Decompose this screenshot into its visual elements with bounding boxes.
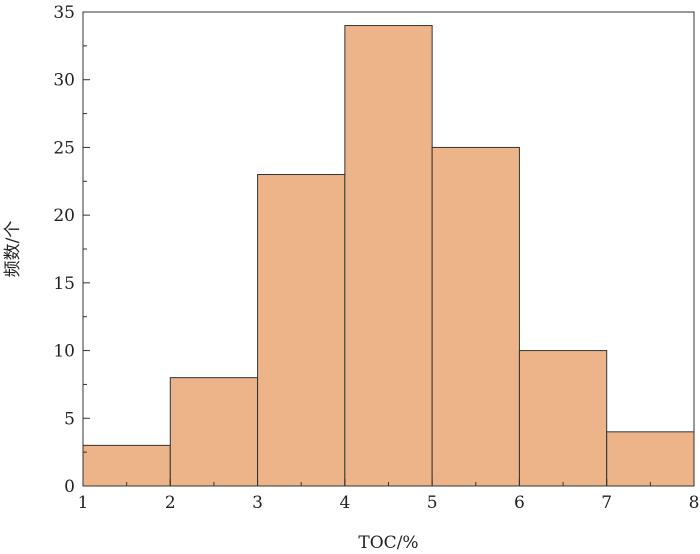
y-tick-label: 5 — [64, 409, 75, 429]
y-axis-label: 频数/个 — [3, 221, 23, 278]
y-tick-label: 20 — [53, 206, 75, 226]
x-tick-label: 8 — [689, 493, 700, 513]
x-tick-label: 4 — [339, 493, 350, 513]
histogram-bar — [257, 174, 346, 487]
y-tick-label: 35 — [53, 3, 75, 23]
x-axis-ticks: 1 2 3 4 5 6 7 8 — [78, 479, 700, 513]
histogram-bar — [431, 146, 520, 487]
histogram-bar — [82, 444, 171, 487]
y-tick-label: 0 — [64, 477, 75, 497]
x-tick-label: 5 — [427, 493, 438, 513]
y-tick-label: 10 — [53, 342, 75, 362]
x-tick-label: 6 — [514, 493, 525, 513]
x-tick-label: 7 — [601, 493, 612, 513]
x-tick-label: 2 — [165, 493, 176, 513]
bars-group — [82, 25, 695, 487]
y-axis-ticks: 0 5 10 15 20 25 30 35 — [53, 3, 90, 497]
histogram-bar — [344, 25, 433, 487]
histogram-bar — [606, 431, 695, 487]
x-tick-label: 1 — [78, 493, 89, 513]
x-axis-label: TOC/% — [358, 533, 418, 553]
y-tick-label: 25 — [53, 138, 75, 158]
x-tick-label: 3 — [252, 493, 263, 513]
y-tick-label: 15 — [53, 274, 75, 294]
histogram-bar — [518, 350, 608, 487]
histogram-bar — [169, 377, 259, 487]
y-tick-label: 30 — [53, 71, 75, 91]
